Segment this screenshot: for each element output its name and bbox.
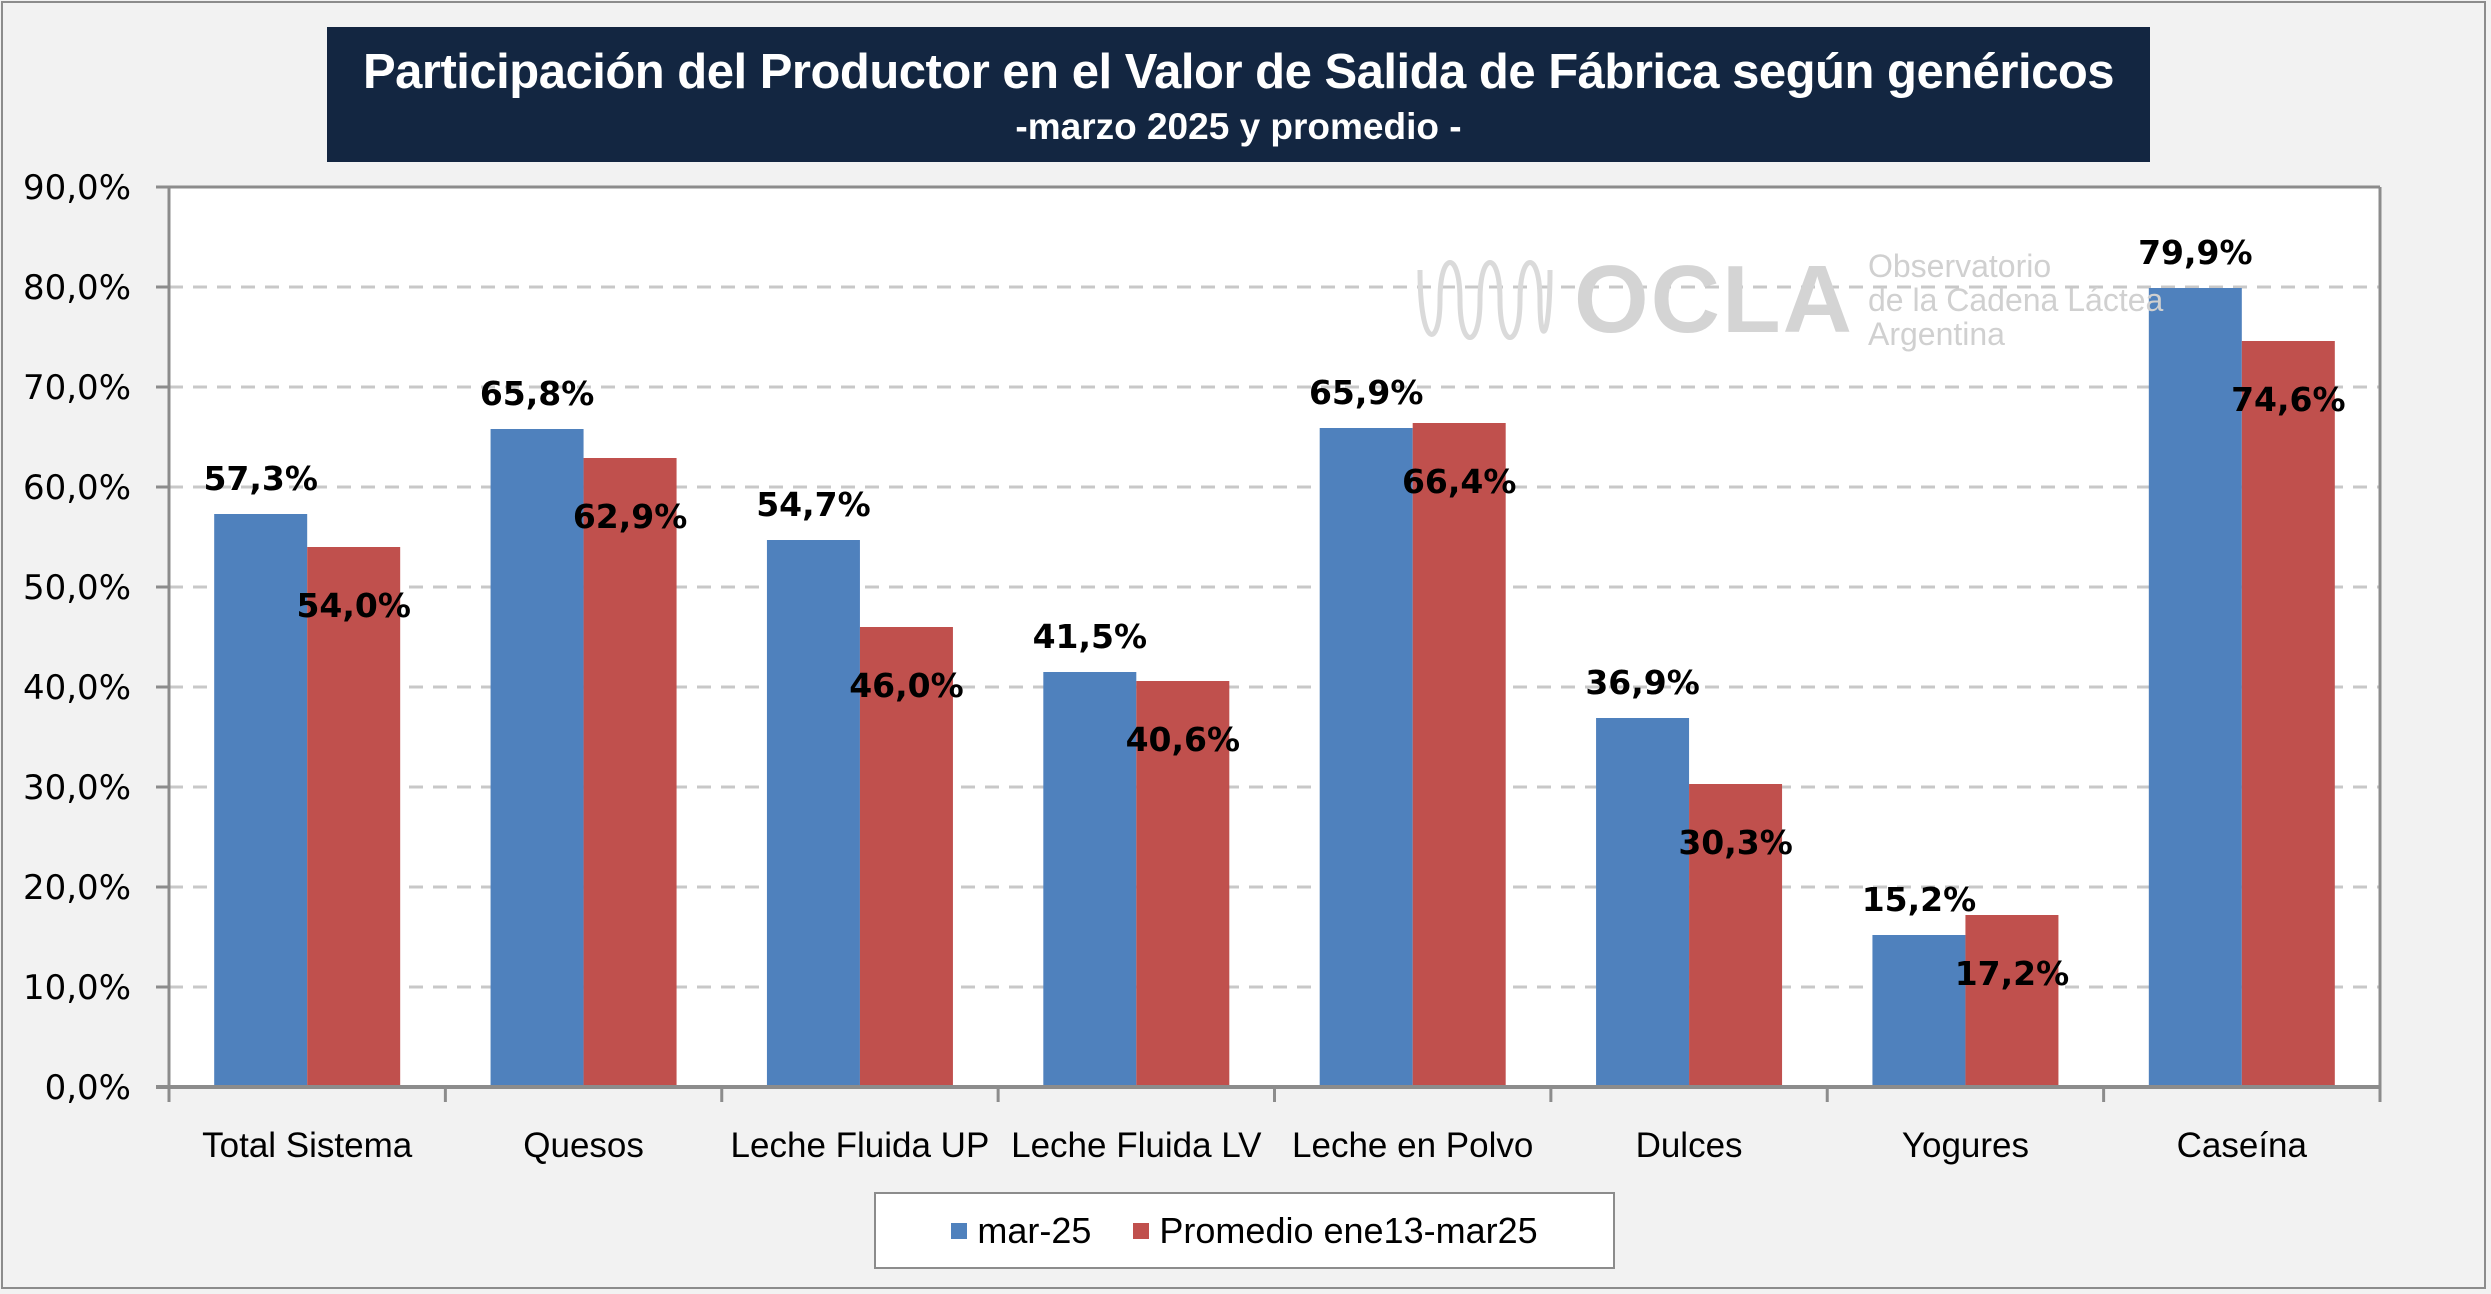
data-label: 30,3%	[1678, 823, 1793, 862]
bar-promedio	[1965, 915, 2059, 1087]
x-tick-label: Leche en Polvo	[1292, 1126, 1533, 1165]
bar-mar25	[490, 429, 584, 1087]
legend-label: Promedio ene13-mar25	[1159, 1209, 1538, 1251]
data-label: 66,4%	[1402, 462, 1517, 501]
bar-promedio	[2241, 341, 2335, 1087]
data-labels: 57,3% 54,0% 65,8% 62,9% 54,7% 46,0% 41,5% 40,6%…	[203, 233, 2345, 993]
y-tick-label: 40,0%	[23, 668, 131, 708]
y-tick-label: 70,0%	[23, 368, 131, 408]
chart-title-box: Participación del Productor en el Valor …	[327, 27, 2150, 162]
data-label: 62,9%	[573, 497, 688, 536]
data-label: 65,9%	[1309, 373, 1424, 412]
bar-promedio	[583, 458, 677, 1087]
data-label: 40,6%	[1126, 720, 1241, 759]
data-label: 15,2%	[1862, 880, 1977, 919]
y-tick-label: 50,0%	[23, 568, 131, 608]
x-tick-label: Leche Fluida UP	[731, 1126, 990, 1165]
bar-mar25	[1872, 935, 1966, 1087]
data-label: 54,7%	[756, 485, 871, 524]
bars	[214, 288, 2335, 1087]
legend-swatch-red	[1133, 1222, 1150, 1239]
legend-item-promedio[interactable]: Promedio ene13-mar25	[1133, 1209, 1538, 1252]
bar-promedio	[1412, 423, 1506, 1087]
data-label: 41,5%	[1033, 617, 1148, 656]
data-label: 57,3%	[203, 459, 318, 498]
x-tick-label: Leche Fluida LV	[1011, 1126, 1262, 1165]
bar-mar25	[766, 540, 860, 1087]
x-tick-label: Dulces	[1636, 1126, 1743, 1165]
bar-mar25	[1319, 428, 1413, 1087]
data-label: 65,8%	[480, 374, 595, 413]
bar-mar25	[2148, 288, 2242, 1087]
data-label: 74,6%	[2231, 380, 2346, 419]
bar-mar25	[1043, 672, 1137, 1087]
data-label: 79,9%	[2138, 233, 2253, 272]
x-tick-label: Quesos	[523, 1126, 644, 1165]
bar-mar25	[214, 514, 308, 1087]
y-tick-label: 30,0%	[23, 768, 131, 808]
y-tick-label: 20,0%	[23, 868, 131, 908]
tick-labels: 0,0% 10,0% 20,0% 30,0% 40,0% 50,0% 60,0% 70,0% 8…	[23, 168, 2308, 1165]
data-label: 17,2%	[1955, 954, 2070, 993]
data-label: 54,0%	[296, 586, 411, 625]
bar-promedio	[307, 547, 401, 1087]
x-tick-label: Total Sistema	[202, 1126, 413, 1165]
x-tick-label: Caseína	[2177, 1126, 2308, 1165]
data-label: 46,0%	[849, 666, 964, 705]
bar-promedio	[1689, 784, 1783, 1087]
bar-promedio	[1136, 681, 1230, 1087]
x-tick-label: Yogures	[1902, 1126, 2029, 1165]
legend: mar-25 Promedio ene13-mar25	[874, 1192, 1615, 1269]
legend-label: mar-25	[977, 1209, 1092, 1251]
axes	[156, 185, 2382, 1102]
bar-promedio	[859, 627, 953, 1087]
y-tick-label: 90,0%	[23, 168, 131, 208]
y-tick-label: 60,0%	[23, 468, 131, 508]
legend-swatch-blue	[951, 1222, 968, 1239]
data-label: 36,9%	[1585, 663, 1700, 702]
chart-title: Participación del Productor en el Valor …	[362, 45, 2115, 99]
y-tick-label: 80,0%	[23, 268, 131, 308]
bar-mar25	[1596, 718, 1690, 1087]
y-tick-label: 10,0%	[23, 968, 131, 1008]
legend-item-mar25[interactable]: mar-25	[951, 1210, 1091, 1252]
y-tick-label: 0,0%	[45, 1068, 131, 1108]
chart-subtitle: -marzo 2025 y promedio -	[1015, 106, 1462, 147]
